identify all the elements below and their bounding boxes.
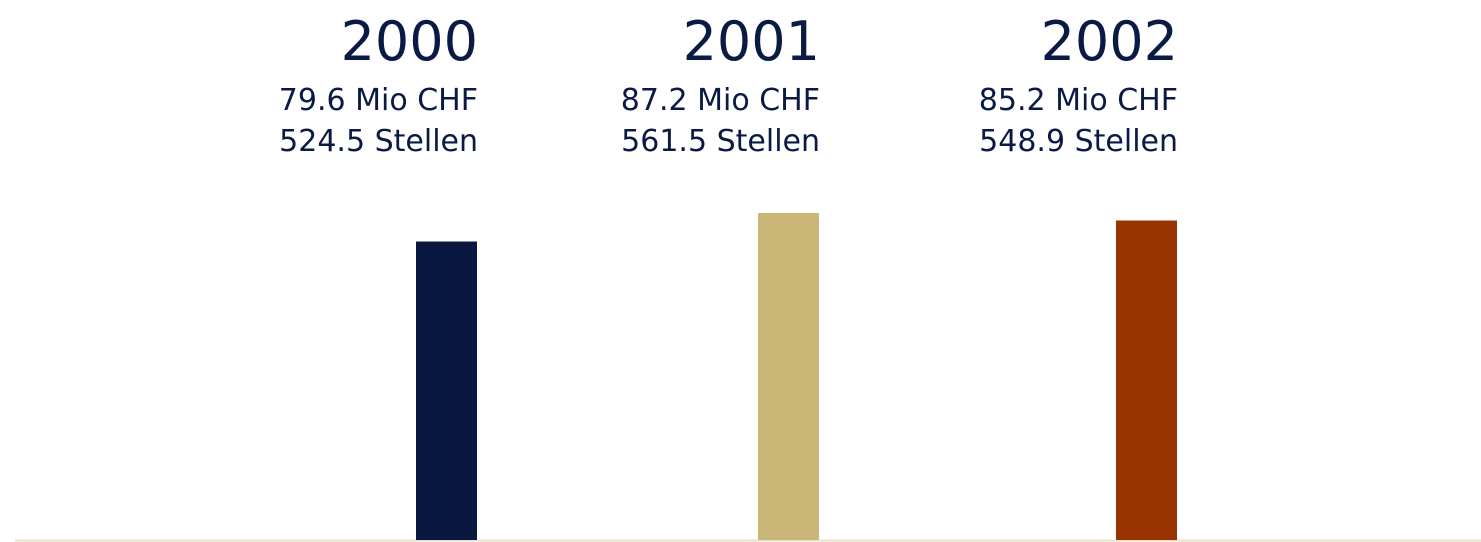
bar — [758, 213, 819, 540]
value-label: 87.2 Mio CHF — [621, 83, 820, 118]
value-label: 79.6 Mio CHF — [279, 83, 478, 118]
year-label: 2001 — [683, 10, 820, 73]
bar — [1116, 220, 1177, 540]
year-label: 2002 — [1041, 10, 1178, 73]
bar — [416, 241, 477, 540]
value-label: 85.2 Mio CHF — [979, 83, 1178, 118]
stellen-label: 548.9 Stellen — [979, 124, 1178, 159]
stellen-label: 524.5 Stellen — [279, 124, 478, 159]
stellen-label: 561.5 Stellen — [621, 124, 820, 159]
year-label: 2000 — [341, 10, 478, 73]
